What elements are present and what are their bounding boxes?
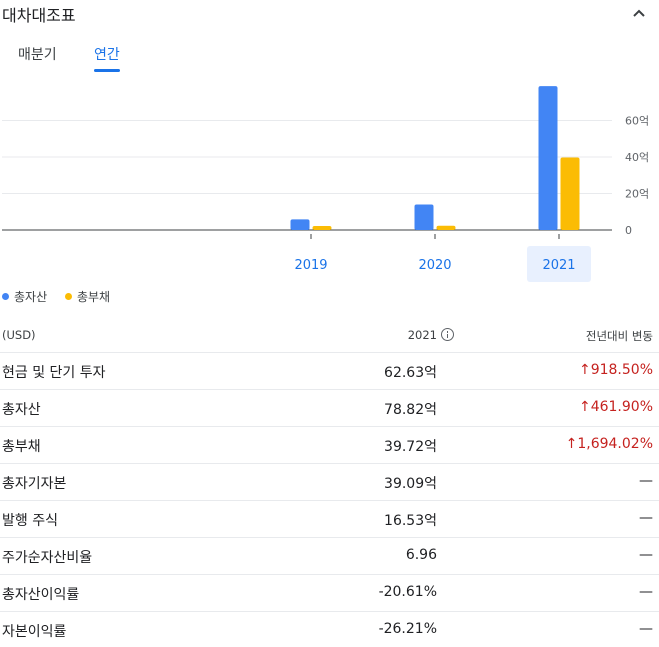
tab-label: 연간	[94, 47, 120, 63]
x-tick-label: 2020	[418, 258, 451, 273]
row-change-value: 461.90%	[590, 399, 653, 415]
info-icon[interactable]	[441, 328, 454, 341]
section-header: 대차대조표	[0, 0, 659, 28]
legend-dot-liabilities	[64, 293, 72, 300]
collapse-button[interactable]	[629, 4, 649, 22]
row-change-value: —	[639, 510, 653, 526]
legend-dot-assets	[2, 293, 9, 300]
legend-item-assets: 총자산	[2, 288, 47, 305]
row-value: -20.61%	[378, 584, 437, 600]
table-row: 총자기자본 39.09억 —	[0, 463, 659, 500]
row-label: 총자기자본	[2, 476, 67, 492]
arrow-up-icon: ↑	[565, 436, 578, 452]
balance-sheet-chart: 0 20억 40억 60억 2019 2020 2021	[0, 80, 659, 285]
x-tick-label: 2021	[542, 258, 575, 273]
row-label: 주가순자산비율	[2, 550, 93, 566]
tab-quarterly[interactable]: 매분기	[18, 44, 57, 72]
row-label: 현금 및 단기 투자	[2, 365, 106, 381]
row-value: 16.53억	[384, 513, 437, 529]
row-value: 78.82억	[384, 402, 437, 418]
row-value: -26.21%	[378, 621, 437, 637]
row-change: —	[639, 510, 653, 526]
legend-label: 총부채	[76, 290, 111, 304]
bar-total-liabilities	[560, 157, 580, 230]
row-change: ↑461.90%	[579, 399, 653, 415]
table-row: 총부채 39.72억 ↑1,694.02%	[0, 426, 659, 463]
row-change-value: 918.50%	[590, 362, 653, 378]
y-tick-label: 60억	[625, 115, 649, 128]
row-change-value: —	[639, 584, 653, 600]
table-row: 현금 및 단기 투자 62.63억 ↑918.50%	[0, 352, 659, 389]
tab-label: 매분기	[18, 47, 57, 63]
row-change-value: —	[639, 547, 653, 563]
bar-total-liabilities	[436, 225, 456, 230]
row-label: 총자산	[2, 402, 41, 418]
row-change: —	[639, 473, 653, 489]
y-tick-label: 40억	[625, 151, 649, 164]
y-tick-label: 20억	[625, 188, 649, 201]
bar-total-liabilities	[312, 225, 332, 230]
row-change: —	[639, 584, 653, 600]
section-title: 대차대조표	[2, 6, 76, 25]
x-tick-label: 2019	[294, 258, 327, 273]
arrow-up-icon: ↑	[578, 362, 591, 378]
chart-legend: 총자산 총부채	[2, 288, 124, 304]
row-label: 발행 주식	[2, 513, 58, 529]
tab-annual[interactable]: 연간	[94, 44, 120, 72]
row-change-value: —	[639, 473, 653, 489]
row-change: ↑918.50%	[579, 362, 653, 378]
table-row: 총자산이익률 -20.61% —	[0, 574, 659, 611]
table-header: (USD) 2021 전년대비 변동	[0, 318, 659, 352]
row-value: 6.96	[405, 547, 437, 563]
table-row: 자본이익률 -26.21% —	[0, 611, 659, 647]
row-change-value: —	[639, 621, 653, 637]
chevron-up-icon	[633, 9, 645, 17]
table-body: 현금 및 단기 투자 62.63억 ↑918.50% 총자산 78.82억 ↑461.90…	[0, 352, 659, 647]
row-label: 총부채	[2, 439, 41, 455]
bar-total-assets	[414, 204, 434, 230]
financials-table: (USD) 2021 전년대비 변동 현금 및 단기 투자 62.63억 ↑918.…	[0, 318, 659, 647]
chart-canvas: 0 20억 40억 60억 2019 2020 2021	[2, 86, 649, 282]
row-label: 자본이익률	[2, 624, 67, 640]
table-row: 주가순자산비율 6.96 —	[0, 537, 659, 574]
currency-label: (USD)	[2, 328, 36, 342]
row-change: ↑1,694.02%	[566, 436, 653, 452]
row-value: 39.72억	[384, 439, 437, 455]
legend-label: 총자산	[14, 290, 48, 304]
y-tick-label: 0	[625, 224, 632, 237]
period-tabs: 매분기 연간	[0, 44, 300, 74]
table-row: 총자산 78.82억 ↑461.90%	[0, 389, 659, 426]
active-tab-indicator	[94, 69, 120, 72]
change-column-header: 전년대비 변동	[585, 329, 653, 343]
table-row: 발행 주식 16.53억 —	[0, 500, 659, 537]
arrow-up-icon: ↑	[578, 399, 591, 415]
row-change: —	[639, 621, 653, 637]
row-value: 62.63억	[384, 365, 437, 381]
selected-year-highlight	[527, 246, 591, 282]
row-label: 총자산이익률	[2, 587, 80, 603]
year-column-header: 2021	[407, 328, 437, 342]
row-value: 39.09억	[384, 476, 437, 492]
bar-total-assets	[538, 86, 558, 230]
row-change-value: 1,694.02%	[577, 436, 653, 452]
bar-total-assets	[290, 219, 310, 230]
legend-item-liabilities: 총부채	[64, 288, 111, 305]
row-change: —	[639, 547, 653, 563]
